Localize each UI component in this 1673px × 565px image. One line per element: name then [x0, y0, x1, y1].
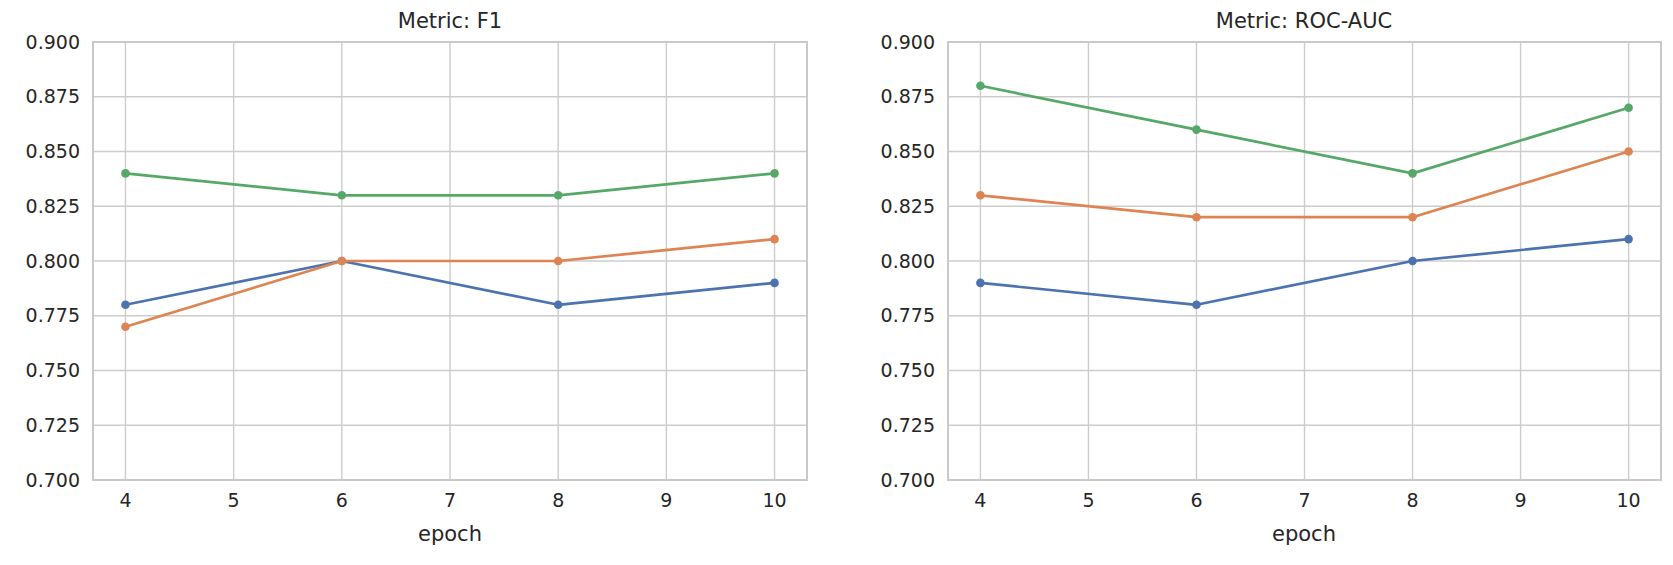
marker-series-blue-x10: [770, 279, 779, 288]
y-tick-label-0.775: 0.775: [26, 304, 80, 326]
f1-chart-canvas: 4 5 6 7 8 9 10 0.700 0.725 0.750 0.775 0.800 0.825 0.…: [0, 0, 836, 565]
marker-series-blue-x10: [1624, 235, 1633, 244]
x-tick-label-7: 7: [1298, 489, 1310, 511]
marker-series-green-x10: [770, 169, 779, 178]
marker-series-green-x6: [1192, 125, 1201, 134]
y-tick-label-0.725: 0.725: [881, 414, 935, 436]
x-tick-label-9: 9: [1515, 489, 1527, 511]
y-tick-label-0.825: 0.825: [881, 195, 935, 217]
marker-series-blue-x6: [1192, 301, 1201, 310]
x-tick-label-4: 4: [974, 489, 986, 511]
y-tick-label-0.775: 0.775: [881, 304, 935, 326]
x-tick-label-5: 5: [228, 489, 240, 511]
marker-series-orange-x6: [338, 257, 347, 266]
x-tick-label-9: 9: [660, 489, 672, 511]
marker-series-orange-x6: [1192, 213, 1201, 222]
marker-series-orange-x8: [554, 257, 563, 266]
y-tick-label-0.875: 0.875: [26, 85, 80, 107]
roc-auc-chart-canvas: 4 5 6 7 8 9 10 0.700 0.725 0.750 0.775 0.800 0.825 0.…: [837, 0, 1673, 565]
marker-series-orange-x4: [976, 191, 985, 200]
marker-series-green-x10: [1624, 103, 1633, 112]
y-tick-label-0.700: 0.700: [881, 469, 935, 491]
marker-series-orange-x10: [1624, 147, 1633, 156]
marker-series-blue-x4: [976, 279, 985, 288]
x-axis-label-f1: epoch: [418, 522, 482, 546]
y-tick-label-0.800: 0.800: [26, 250, 80, 272]
x-tick-label-8: 8: [552, 489, 564, 511]
marker-series-green-x4: [976, 82, 985, 91]
chart-title-f1: Metric: F1: [398, 9, 502, 33]
y-tick-label-0.700: 0.700: [26, 469, 80, 491]
y-tick-label-0.900: 0.900: [881, 31, 935, 53]
y-tick-label-0.800: 0.800: [881, 250, 935, 272]
subplot-roc-auc: 4 5 6 7 8 9 10 0.700 0.725 0.750 0.775 0.800 0.825 0.…: [837, 0, 1673, 565]
x-tick-label-8: 8: [1406, 489, 1418, 511]
y-tick-label-0.875: 0.875: [881, 85, 935, 107]
y-tick-label-0.750: 0.750: [26, 359, 80, 381]
marker-series-orange-x4: [121, 322, 130, 331]
marker-series-blue-x8: [554, 301, 563, 310]
y-tick-label-0.725: 0.725: [26, 414, 80, 436]
x-tick-label-10: 10: [1616, 489, 1640, 511]
marker-series-orange-x10: [770, 235, 779, 244]
subplot-f1: 4 5 6 7 8 9 10 0.700 0.725 0.750 0.775 0.800 0.825 0.…: [0, 0, 836, 565]
y-tick-label-0.825: 0.825: [26, 195, 80, 217]
marker-series-green-x4: [121, 169, 130, 178]
marker-series-green-x8: [554, 191, 563, 200]
x-tick-label-6: 6: [336, 489, 348, 511]
x-tick-label-7: 7: [444, 489, 456, 511]
figure: 4 5 6 7 8 9 10 0.700 0.725 0.750 0.775 0.800 0.825 0.…: [0, 0, 1673, 565]
marker-series-green-x6: [338, 191, 347, 200]
y-tick-label-0.850: 0.850: [26, 140, 80, 162]
x-axis-label-roc-auc: epoch: [1272, 522, 1336, 546]
x-tick-label-5: 5: [1082, 489, 1094, 511]
x-tick-label-4: 4: [119, 489, 131, 511]
y-tick-label-0.900: 0.900: [26, 31, 80, 53]
marker-series-orange-x8: [1408, 213, 1417, 222]
marker-series-blue-x8: [1408, 257, 1417, 266]
y-tick-label-0.750: 0.750: [881, 359, 935, 381]
marker-series-green-x8: [1408, 169, 1417, 178]
marker-series-blue-x4: [121, 301, 130, 310]
x-tick-label-10: 10: [762, 489, 786, 511]
y-tick-label-0.850: 0.850: [881, 140, 935, 162]
x-tick-label-6: 6: [1190, 489, 1202, 511]
chart-title-roc-auc: Metric: ROC-AUC: [1216, 9, 1392, 33]
